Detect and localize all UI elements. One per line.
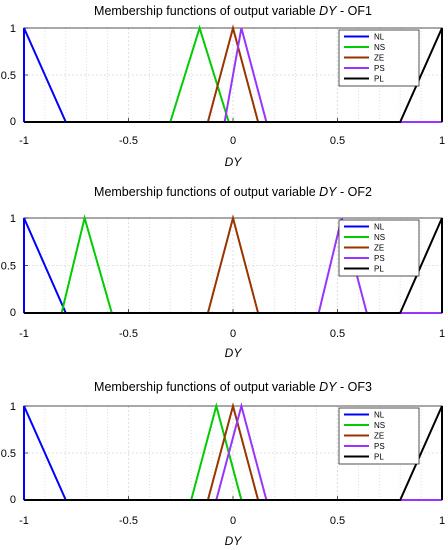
legend-label-ns: NS	[374, 421, 385, 430]
x-tick-label: 0	[230, 515, 236, 527]
legend-label-ze: ZE	[374, 432, 384, 441]
legend-label-pl: PL	[374, 75, 384, 84]
chart-panel-1: -1 -0.5 0 0.5 1 0 0.5 1 Membership functions of …	[1, 4, 445, 169]
x-tick-label: -1	[19, 135, 29, 147]
chart-panel-3: -1 -0.5 0 0.5 1 0 0.5 1 Membership functions of …	[1, 380, 445, 548]
x-tick-label: 0.5	[330, 135, 345, 147]
legend-label-pl: PL	[374, 453, 384, 462]
legend-label-ze: ZE	[374, 244, 384, 253]
x-tick-label: 0.5	[330, 515, 345, 527]
x-axis-label: DY	[225, 534, 243, 548]
y-tick-label: 0	[10, 307, 16, 319]
y-tick-label: 0.5	[1, 261, 16, 273]
chart-title: Membership functions of output variable …	[94, 380, 372, 394]
x-tick-label: -1	[19, 328, 29, 340]
x-tick-label: 0	[230, 135, 236, 147]
x-tick-label: 0.5	[330, 328, 345, 340]
x-tick-label: -0.5	[119, 328, 138, 340]
y-tick-label: 0.5	[1, 448, 16, 460]
x-tick-label: 1	[439, 135, 445, 147]
legend-label-nl: NL	[374, 33, 385, 42]
x-axis-label: DY	[225, 346, 243, 360]
series-line-pl	[24, 27, 443, 123]
series-line-pl	[24, 405, 443, 501]
x-tick-label: 0	[230, 328, 236, 340]
x-tick-label: -0.5	[119, 135, 138, 147]
legend-label-ps: PS	[374, 442, 385, 451]
legend-label-ze: ZE	[374, 54, 384, 63]
y-tick-label: 0	[10, 494, 16, 506]
x-tick-label: 1	[439, 515, 445, 527]
series-line-pl	[24, 217, 443, 314]
chart-title: Membership functions of output variable …	[94, 4, 372, 18]
x-tick-label: -1	[19, 515, 29, 527]
y-tick-label: 0	[10, 116, 16, 128]
chart-panel-2: -1 -0.5 0 0.5 1 0 0.5 1 Membership functions of …	[1, 185, 445, 360]
legend-label-ns: NS	[374, 43, 385, 52]
x-tick-label: -0.5	[119, 515, 138, 527]
y-tick-label: 1	[10, 401, 16, 413]
y-tick-label: 1	[10, 23, 16, 35]
legend-label-ns: NS	[374, 233, 385, 242]
chart-title: Membership functions of output variable …	[94, 185, 372, 199]
legend-label-ps: PS	[374, 254, 385, 263]
x-axis-label: DY	[225, 155, 243, 169]
legend-label-pl: PL	[374, 265, 384, 274]
legend-label-nl: NL	[374, 223, 385, 232]
y-tick-label: 1	[10, 213, 16, 225]
y-tick-label: 0.5	[1, 70, 16, 82]
legend-label-ps: PS	[374, 64, 385, 73]
legend-label-nl: NL	[374, 411, 385, 420]
x-tick-label: 1	[439, 328, 445, 340]
